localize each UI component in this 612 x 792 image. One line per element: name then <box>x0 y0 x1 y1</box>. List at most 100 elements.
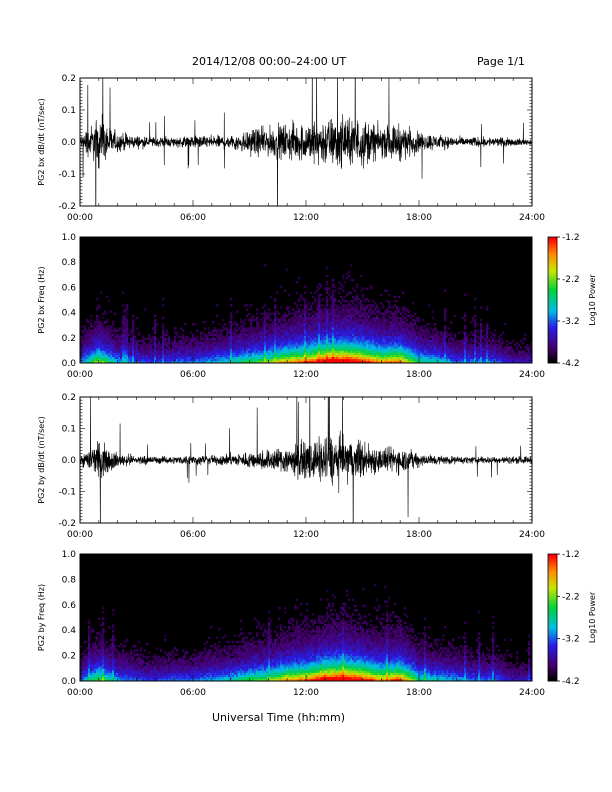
spectrogram-cell <box>340 348 343 351</box>
spectrogram-cell <box>114 339 117 343</box>
spectrogram-cell <box>84 348 87 351</box>
spectrogram-cell <box>170 350 173 353</box>
spectrogram-cell <box>490 356 493 360</box>
spectrogram-cell <box>402 339 405 343</box>
spectrogram-cell <box>358 331 361 334</box>
spectrogram-cell <box>338 333 341 336</box>
spectrogram-cell <box>230 304 233 307</box>
spectrogram-cell <box>80 358 83 362</box>
spectrogram-cell <box>368 337 371 341</box>
spectrogram-cell <box>392 356 395 360</box>
spectrogram-cell <box>302 346 305 349</box>
spectrogram-cell <box>288 339 291 343</box>
spectrogram-cell <box>326 335 329 339</box>
spectrogram-cell <box>100 358 103 362</box>
spectrogram-cell <box>166 356 169 360</box>
colorbar-segment <box>548 327 557 330</box>
spectrogram-cell <box>284 335 287 339</box>
spectrogram-cell <box>440 352 443 355</box>
spectrogram-cell <box>498 348 501 351</box>
spectrogram-cell <box>368 323 371 326</box>
spectrogram-cell <box>148 335 151 339</box>
spectrogram-cell <box>210 346 213 349</box>
spectrogram-cell <box>312 337 315 341</box>
spectrogram-cell <box>208 352 211 355</box>
spectrogram-cell <box>284 323 287 326</box>
spectrogram-cell <box>502 339 505 343</box>
spectrogram-cell <box>82 678 85 682</box>
spectrogram-cell <box>442 333 445 336</box>
spectrogram-cell <box>256 339 259 343</box>
spectrogram-cell <box>276 331 279 334</box>
spectrogram-cell <box>206 352 209 355</box>
spectrogram-cell <box>352 302 355 305</box>
spectrogram-cell <box>106 360 109 364</box>
spectrogram-cell <box>364 310 367 313</box>
spectrogram-cell <box>226 339 229 343</box>
spectrogram-cell <box>382 354 385 357</box>
spectrogram-cell <box>344 331 347 334</box>
spectrogram-cell <box>86 329 89 332</box>
spectrogram-cell <box>386 329 389 332</box>
spectrogram-cell <box>118 335 121 339</box>
spectrogram-cell <box>396 310 399 313</box>
spectrogram-cell <box>276 325 279 328</box>
spectrogram-cell <box>88 337 91 341</box>
spectrogram-cell <box>246 333 249 336</box>
spectrogram-cell <box>372 335 375 339</box>
spectrogram-cell <box>324 335 327 339</box>
spectrogram-cell <box>140 350 143 353</box>
spectrogram-cell <box>340 331 343 334</box>
spectrogram-cell <box>90 630 93 633</box>
colorbar-segment <box>548 243 557 246</box>
spectrogram-cell <box>516 354 519 357</box>
spectrogram-cell <box>298 314 301 318</box>
spectrogram-cell <box>422 360 425 364</box>
spectrogram-cell <box>436 344 439 347</box>
spectrogram-cell <box>484 333 487 336</box>
spectrogram-cell <box>130 360 133 364</box>
spectrogram-cell <box>222 339 225 343</box>
spectrogram-cell <box>340 295 343 299</box>
spectrogram-cell <box>92 655 95 659</box>
spectrogram-cell <box>242 331 245 334</box>
spectrogram-cell <box>332 348 335 351</box>
spectrogram-cell <box>120 327 123 330</box>
spectrogram-cell <box>470 350 473 353</box>
spectrogram-cell <box>148 348 151 351</box>
spectrogram-cell <box>274 348 277 351</box>
spectrogram-cell <box>202 344 205 347</box>
spectrogram-cell <box>420 342 423 345</box>
spectrogram-cell <box>506 358 509 362</box>
spectrogram-cell <box>218 356 221 360</box>
spectrogram-cell <box>480 327 483 330</box>
spectrogram-cell <box>294 312 297 315</box>
spectrogram-cell <box>126 335 129 339</box>
spectrogram-cell <box>326 304 329 307</box>
spectrogram-cell <box>236 325 239 328</box>
spectrogram-cell <box>144 346 147 349</box>
spectrogram-cell <box>504 350 507 353</box>
y-tick-label: 0.0 <box>62 359 77 369</box>
spectrogram-cell <box>480 333 483 336</box>
spectrogram-cell <box>236 333 239 336</box>
spectrogram-cell <box>364 331 367 334</box>
spectrogram-cell <box>328 346 331 349</box>
spectrogram-cell <box>90 325 93 328</box>
spectrogram-cell <box>402 350 405 353</box>
spectrogram-cell <box>356 293 359 297</box>
spectrogram-cell <box>314 335 317 339</box>
spectrogram-cell <box>244 331 247 334</box>
spectrogram-cell <box>338 287 341 290</box>
spectrogram-cell <box>250 333 253 336</box>
spectrogram-cell <box>140 339 143 343</box>
spectrogram-cell <box>130 339 133 343</box>
spectrogram-cell <box>246 344 249 347</box>
spectrogram-cell <box>474 321 477 324</box>
spectrogram-cell <box>352 327 355 330</box>
spectrogram-cell <box>342 304 345 307</box>
spectrogram-cell <box>324 346 327 349</box>
spectrogram-cell <box>320 358 323 362</box>
spectrogram-cell <box>368 304 371 307</box>
spectrogram-cell <box>98 337 101 341</box>
